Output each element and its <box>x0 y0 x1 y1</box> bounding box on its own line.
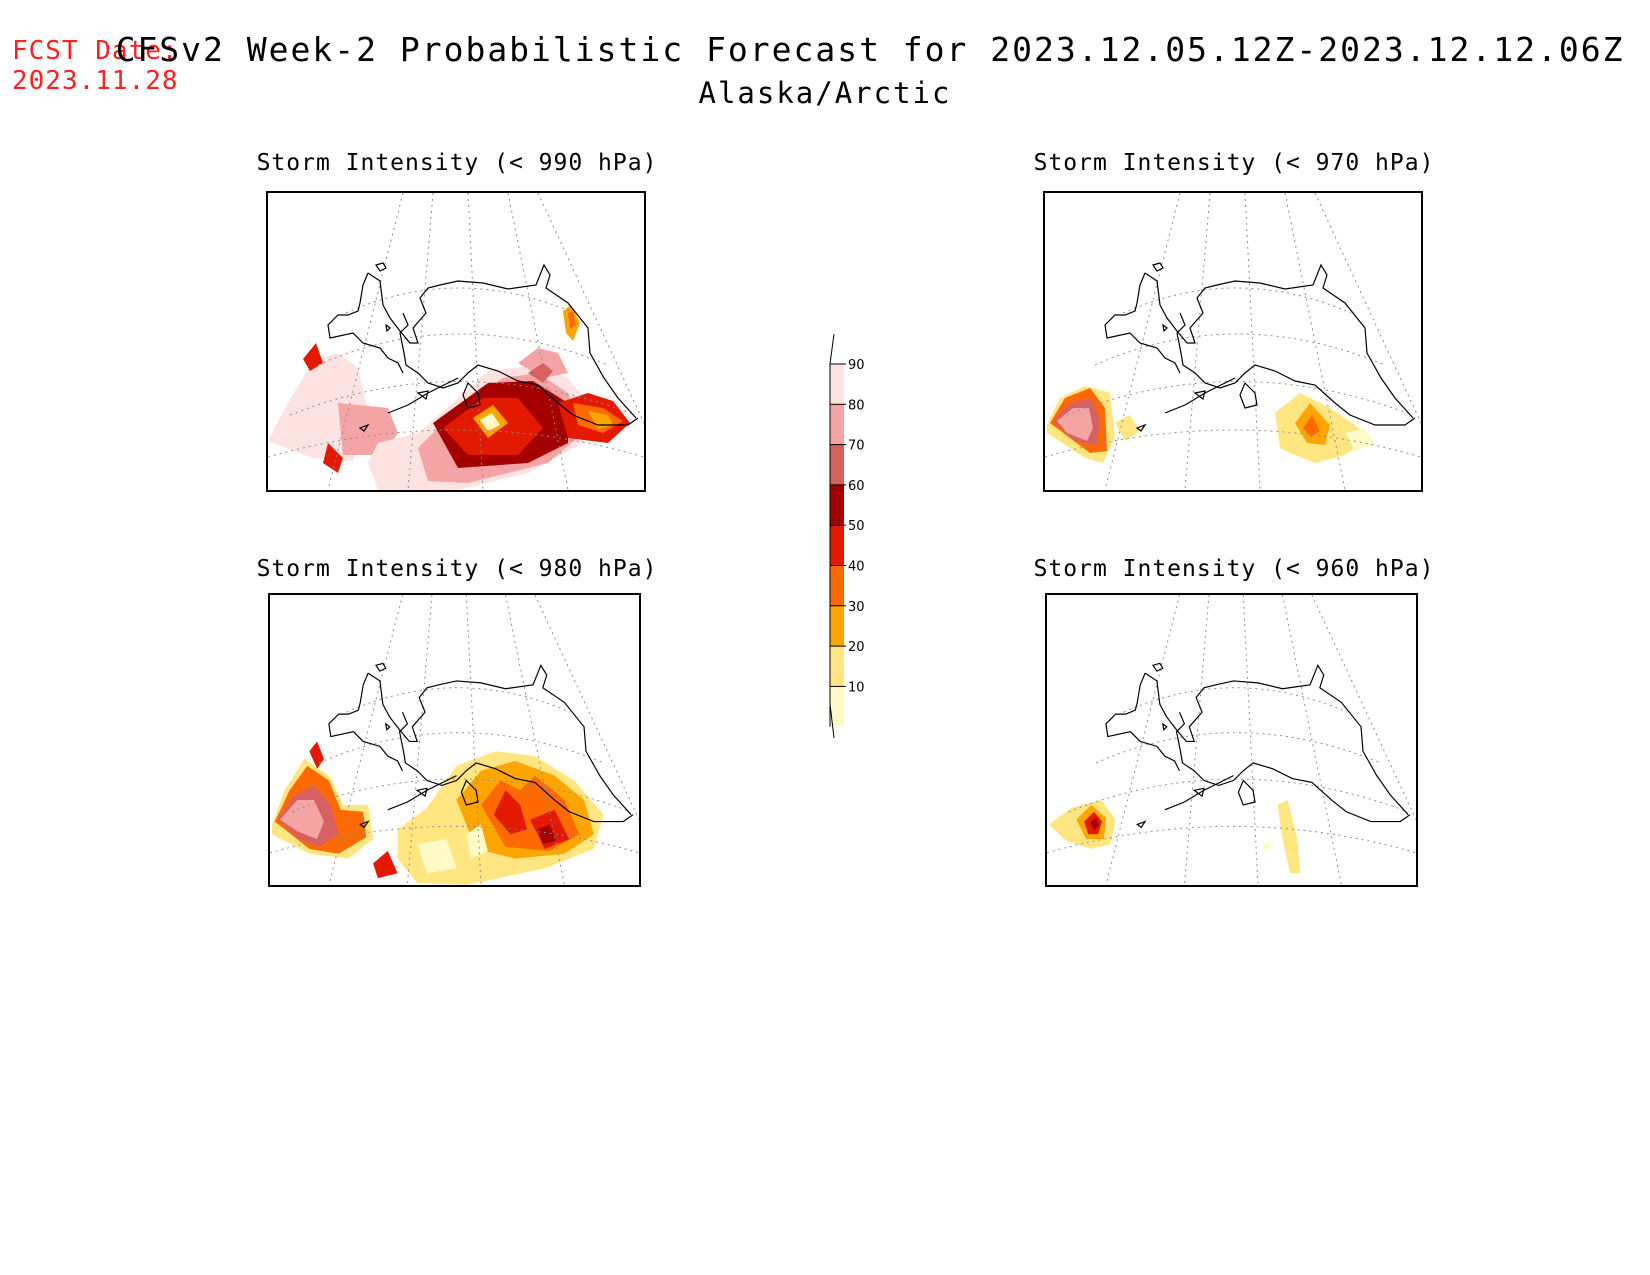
map-970 <box>1045 193 1421 490</box>
colorbar-bottom-cap <box>829 703 835 739</box>
colorbar-swatch <box>830 525 844 566</box>
colorbar-ticks: 10 20 30 40 50 60 70 80 90 <box>830 358 865 695</box>
lat-lon-grid-990 <box>268 193 644 490</box>
panel-title-990: Storm Intensity (< 990 hPa) <box>256 150 658 176</box>
panel-title-970: Storm Intensity (< 970 hPa) <box>1033 150 1435 176</box>
forecast-shading-960 <box>1048 800 1301 874</box>
colorbar-swatch <box>830 686 844 727</box>
colorbar-tick-label: 20 <box>848 640 865 655</box>
colorbar-swatch <box>830 404 844 445</box>
map-panel-980 <box>268 593 641 887</box>
colorbar-tick-label: 70 <box>848 439 865 454</box>
panel-title-960: Storm Intensity (< 960 hPa) <box>1033 556 1435 582</box>
colorbar-swatch <box>830 646 844 687</box>
panel-title-980: Storm Intensity (< 980 hPa) <box>256 556 658 582</box>
colorbar-tick-label: 90 <box>848 358 865 373</box>
coastline-970 <box>1104 262 1416 432</box>
colorbar-tick-label: 60 <box>848 479 865 494</box>
colorbar: 10 20 30 40 50 60 70 80 90 <box>829 334 865 739</box>
map-960 <box>1047 595 1416 885</box>
colorbar-tick-label: 40 <box>848 560 865 575</box>
map-980 <box>270 595 639 885</box>
fcst-date-label: FCST Date: <box>12 36 179 66</box>
colorbar-swatch <box>830 565 844 606</box>
colorbar-swatch <box>830 484 844 526</box>
page-title: CFSv2 Week-2 Probabilistic Forecast for … <box>115 30 1625 69</box>
coastline-980 <box>328 662 634 829</box>
colorbar-swatch <box>830 364 844 405</box>
forecast-shading-980 <box>271 741 604 885</box>
coastline-990 <box>327 262 639 432</box>
colorbar-swatches <box>829 364 844 727</box>
colorbar-tick-label: 30 <box>848 600 865 615</box>
lat-lon-grid-980 <box>270 595 639 885</box>
lat-lon-grid-960 <box>1047 595 1416 885</box>
fcst-date-value: 2023.11.28 <box>12 66 179 96</box>
forecast-shading-990 <box>268 305 630 490</box>
colorbar-swatch <box>830 444 844 485</box>
forecast-date-block: FCST Date: 2023.11.28 <box>12 36 179 96</box>
colorbar-tick-label: 50 <box>848 519 865 534</box>
colorbar-swatch <box>830 605 844 647</box>
map-panel-990 <box>266 191 646 492</box>
map-panel-970 <box>1043 191 1423 492</box>
coastline-960 <box>1105 662 1411 829</box>
colorbar-tick-label: 80 <box>848 398 865 413</box>
forecast-shading-970 <box>1047 386 1375 463</box>
lat-lon-grid-970 <box>1045 193 1421 490</box>
colorbar-top-cap <box>829 334 835 365</box>
page-subtitle: Alaska/Arctic <box>698 76 952 110</box>
map-panel-960 <box>1045 593 1418 887</box>
map-990 <box>268 193 644 490</box>
colorbar-tick-label: 10 <box>848 680 865 695</box>
